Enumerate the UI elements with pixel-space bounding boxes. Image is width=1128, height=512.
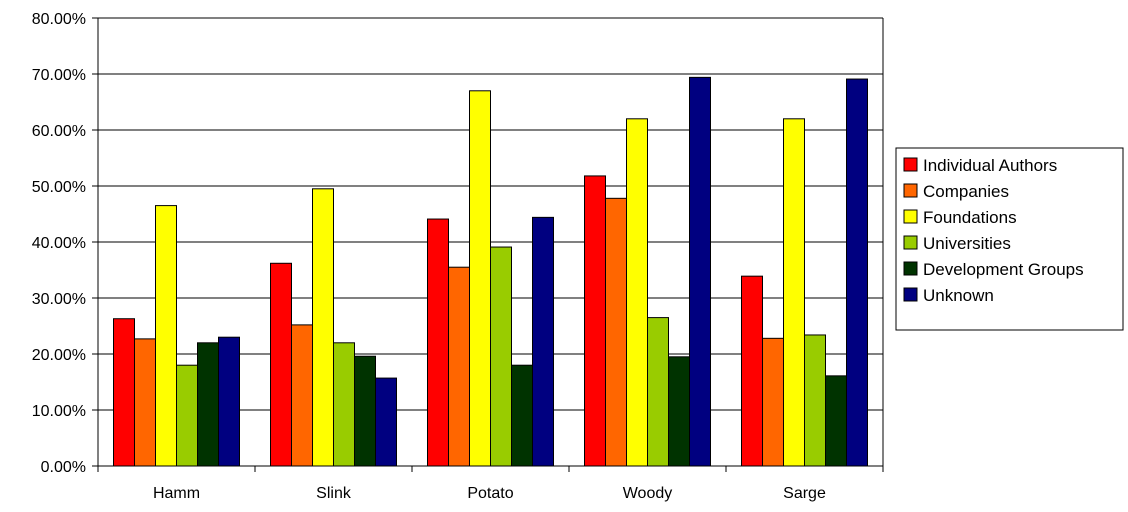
- bar-hamm-companies: [134, 338, 156, 467]
- y-tick-label: 0.00%: [41, 459, 86, 476]
- y-tick-label: 60.00%: [32, 123, 86, 140]
- legend-swatch: [903, 287, 918, 302]
- legend-label: Unknown: [923, 286, 994, 305]
- bar-potato-companies: [448, 266, 470, 467]
- bar-slink-universities: [333, 342, 355, 467]
- legend: Individual Authors Companies Foundations Un…: [895, 147, 1124, 331]
- legend-label: Foundations: [923, 208, 1017, 227]
- bar-hamm-universities: [176, 364, 198, 467]
- bar-woody-unknown: [689, 76, 711, 467]
- y-tick-label: 30.00%: [32, 291, 86, 308]
- bar-hamm-development-groups: [197, 342, 219, 467]
- bar-woody-universities: [647, 317, 669, 467]
- bar-sarge-foundations: [783, 118, 805, 467]
- legend-label: Individual Authors: [923, 156, 1057, 175]
- bar-slink-unknown: [375, 377, 397, 467]
- bar-slink-companies: [291, 324, 313, 467]
- y-tick-label: 80.00%: [32, 11, 86, 28]
- bar-sarge-universities: [804, 334, 826, 467]
- y-tick-label: 10.00%: [32, 403, 86, 420]
- legend-swatch: [903, 183, 918, 198]
- legend-box: [895, 147, 1124, 331]
- y-tick-label: 50.00%: [32, 179, 86, 196]
- legend-swatch: [903, 235, 918, 250]
- bar-potato-foundations: [469, 90, 491, 467]
- bar-woody-development-groups: [668, 356, 690, 467]
- bar-hamm-foundations: [155, 205, 177, 467]
- legend-swatch: [903, 209, 918, 224]
- axes: 0.00% 10.00% 20.00% 30.00% 40.00% 50.00% 60.00…: [32, 11, 884, 502]
- bar-slink-foundations: [312, 188, 334, 467]
- legend-label: Universities: [923, 234, 1011, 253]
- bar-sarge-development-groups: [825, 375, 847, 467]
- bar-slink-individual-authors: [270, 262, 292, 467]
- bar-potato-universities: [490, 246, 512, 467]
- legend-label: Development Groups: [923, 260, 1084, 279]
- bar-hamm-individual-authors: [113, 318, 135, 467]
- x-category-label: Woody: [623, 485, 673, 502]
- y-tick-label: 40.00%: [32, 235, 86, 252]
- bar-sarge-companies: [762, 337, 784, 467]
- bar-potato-unknown: [532, 216, 554, 467]
- bar-woody-foundations: [626, 118, 648, 467]
- y-tick-label: 20.00%: [32, 347, 86, 364]
- bar-potato-development-groups: [511, 364, 533, 467]
- x-category-label: Hamm: [153, 485, 200, 502]
- legend-swatch: [903, 261, 918, 276]
- bar-slink-development-groups: [354, 355, 376, 467]
- bar-sarge-individual-authors: [741, 275, 763, 467]
- bar-sarge-unknown: [846, 78, 868, 467]
- legend-swatch: [903, 157, 918, 172]
- y-tick-label: 70.00%: [32, 67, 86, 84]
- x-category-label: Sarge: [783, 485, 826, 502]
- x-category-label: Potato: [467, 485, 513, 502]
- bar-potato-individual-authors: [427, 218, 449, 467]
- bar-woody-companies: [605, 197, 627, 467]
- bar-hamm-unknown: [218, 336, 240, 467]
- legend-label: Companies: [923, 182, 1009, 201]
- bars: [113, 76, 868, 467]
- x-category-label: Slink: [316, 485, 352, 502]
- bar-woody-individual-authors: [584, 175, 606, 467]
